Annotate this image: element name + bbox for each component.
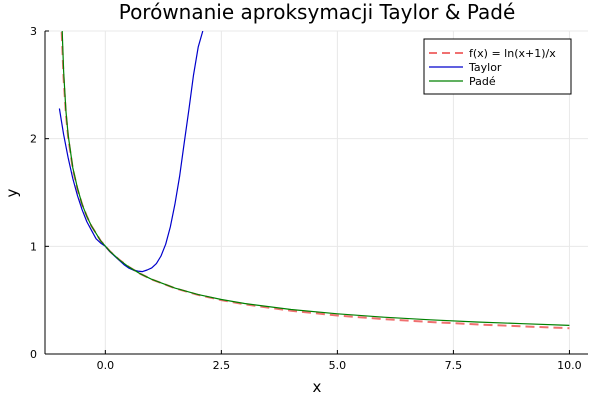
x-tick-label-4: 10.0	[557, 359, 582, 372]
axes	[44, 30, 588, 355]
x-tick-label-3: 7.5	[445, 359, 463, 372]
x-tick-label-1: 2.5	[213, 359, 231, 372]
y-tick-label-3: 3	[30, 25, 37, 38]
y-tick-label-0: 0	[30, 348, 37, 361]
legend-box	[423, 38, 572, 95]
series-line-taylor	[58, 31, 204, 273]
legend-label-taylor: Taylor	[468, 61, 502, 74]
x-tick-label-2: 5.0	[329, 359, 347, 372]
legend-label-pade: Padé	[469, 75, 496, 88]
series-layer	[58, 31, 570, 330]
series-line-pade	[61, 31, 570, 326]
chart-title: Porównanie aproksymacji Taylor & Padé	[119, 0, 516, 24]
x-tick-label-0: 0.0	[97, 359, 115, 372]
legend: f(x) = ln(x+1)/x Taylor Padé	[423, 38, 572, 95]
y-tick-label-1: 1	[30, 240, 37, 253]
legend-label-f: f(x) = ln(x+1)/x	[469, 47, 556, 60]
tick-labels: 0.0 2.5 5.0 7.5 10.0 0 1 2 3	[30, 25, 582, 372]
x-axis-label: x	[313, 378, 322, 396]
y-tick-label-2: 2	[30, 133, 37, 146]
y-axis-label: y	[3, 188, 21, 197]
